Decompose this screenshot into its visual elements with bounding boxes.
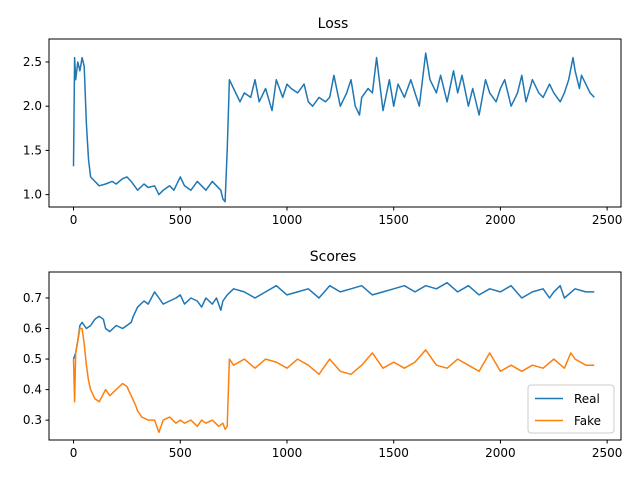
x-tick-label: 2500 [592,213,623,227]
y-tick-label: 0.3 [23,413,42,427]
legend-label-real: Real [574,392,600,406]
y-tick-label: 0.5 [23,352,42,366]
legend: Real Fake [527,384,615,434]
series-layer [72,52,595,203]
x-tick-label: 2000 [485,446,516,460]
chart-title: Scores [310,249,357,265]
x-axis: 0 500 1000 1500 2000 2500 [70,440,623,460]
y-tick-label: 2.5 [23,55,42,69]
x-tick-label: 500 [169,446,192,460]
scores-panel: Scores 0 500 1000 1500 2000 2500 0.3 0.4 0.5 0.6… [23,249,622,460]
y-tick-label: 0.7 [23,291,42,305]
series-line-fake [72,327,595,434]
x-tick-label: 0 [70,446,78,460]
plot-area-frame [48,271,622,441]
x-tick-label: 1500 [378,446,409,460]
y-tick-label: 0.4 [23,383,42,397]
legend-box [527,384,615,434]
x-tick-label: 2500 [592,446,623,460]
x-tick-label: 500 [169,213,192,227]
legend-label-fake: Fake [574,414,601,428]
y-axis: 1.0 1.5 2.0 2.5 [23,55,49,202]
plot-area-frame [48,38,622,208]
series-line-real [72,281,595,360]
x-tick-label: 1000 [272,213,303,227]
series-layer [72,281,595,434]
x-axis: 0 500 1000 1500 2000 2500 [70,207,623,227]
x-tick-label: 2000 [485,213,516,227]
y-tick-label: 1.5 [23,143,42,157]
x-tick-label: 1500 [378,213,409,227]
loss-panel: Loss 0 500 1000 1500 2000 2500 1.0 1.5 2.0 2.5 [23,16,622,227]
y-tick-label: 2.0 [23,99,42,113]
y-tick-label: 0.6 [23,322,42,336]
series-line-0 [72,52,595,203]
x-tick-label: 1000 [272,446,303,460]
y-tick-label: 1.0 [23,188,42,202]
x-tick-label: 0 [70,213,78,227]
chart-title: Loss [318,16,349,32]
y-axis: 0.3 0.4 0.5 0.6 0.7 [23,291,49,427]
